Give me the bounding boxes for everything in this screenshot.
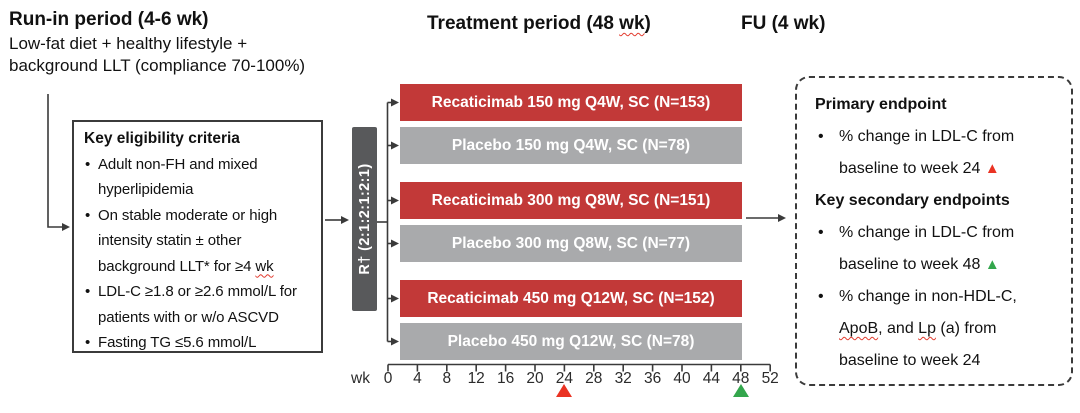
week-tick-label: 12: [467, 370, 485, 387]
spellcheck-squiggle: Lp: [918, 320, 936, 337]
week-tick-label: 40: [673, 370, 691, 387]
week-tick-label: 44: [702, 370, 721, 387]
week-tick-label: 52: [761, 370, 779, 387]
run-in-description-line: Low-fat diet + healthy lifestyle +: [9, 33, 248, 53]
week-unit-label: wk: [351, 370, 370, 387]
treatment-arm-placebo-2: Placebo 150 mg Q4W, SC (N=78): [400, 127, 742, 164]
eligibility-criteria-box: Key eligibility criteria Adult non-FH an…: [72, 120, 323, 356]
endpoint-item: % change in non-HDL-C, ApoB, and Lp (a) …: [815, 281, 1059, 377]
secondary-endpoint-marker: [732, 384, 749, 397]
red-triangle-icon: ▲: [984, 160, 1000, 177]
follow-up-title: FU (4 wk): [741, 13, 826, 34]
primary-endpoint-list: % change in LDL-C from baseline to week …: [815, 121, 1059, 185]
randomization-box: R† (2:1:2:1:2:1): [352, 127, 377, 311]
eligibility-list: Adult non-FH and mixed hyperlipidemiaOn …: [84, 152, 316, 356]
eligibility-item: On stable moderate or high intensity sta…: [84, 203, 316, 280]
eligibility-item: Fasting TG ≤5.6 mmol/L: [84, 330, 316, 356]
green-triangle-icon: ▲: [984, 256, 1000, 273]
run-in-description-line: background LLT (compliance 70-100%): [9, 55, 306, 75]
week-tick-label: 4: [413, 370, 422, 387]
week-tick-label: 8: [442, 370, 452, 387]
run-in-title: Run-in period (4-6 wk): [9, 9, 209, 30]
week-tick-label: 24: [555, 370, 574, 387]
eligibility-item: LDL-C ≥1.8 or ≥2.6 mmol/L for patients w…: [84, 279, 316, 330]
endpoint-item: % change in LDL-C from baseline to week …: [815, 121, 1059, 185]
treatment-arm-placebo-4: Placebo 300 mg Q8W, SC (N=77): [400, 225, 742, 262]
run-in-period-header: Run-in period (4-6 wk) Low-fat diet + he…: [9, 7, 305, 77]
treatment-arm-placebo-6: Placebo 450 mg Q12W, SC (N=78): [400, 323, 742, 360]
secondary-endpoint-list: % change in LDL-C from baseline to week …: [815, 217, 1059, 377]
spellcheck-squiggle: wk: [619, 13, 645, 34]
week-tick-label: 48: [732, 370, 750, 387]
treatment-arm-active-5: Recaticimab 450 mg Q12W, SC (N=152): [400, 280, 742, 317]
eligibility-item: Adult non-FH and mixed hyperlipidemia: [84, 152, 316, 203]
week-tick-label: 16: [496, 370, 515, 387]
spellcheck-squiggle: wk: [255, 257, 274, 275]
spellcheck-squiggle: ApoB: [839, 320, 879, 337]
week-tick-label: 36: [643, 370, 662, 387]
week-tick-label: 20: [526, 370, 544, 387]
week-tick-label: 0: [383, 370, 393, 387]
eligibility-title: Key eligibility criteria: [84, 130, 240, 147]
primary-endpoint-title: Primary endpoint: [815, 96, 947, 113]
treatment-period-title: Treatment period (48 wk): [427, 13, 651, 34]
endpoint-item: % change in LDL-C from baseline to week …: [815, 217, 1059, 281]
primary-endpoint-marker: [556, 384, 573, 397]
run-in-to-eligibility-arrow: [47, 94, 62, 228]
week-tick-label: 32: [614, 370, 632, 387]
endpoints-box: Primary endpoint % change in LDL-C from …: [795, 76, 1073, 386]
treatment-arm-active-1: Recaticimab 150 mg Q4W, SC (N=153): [400, 84, 742, 121]
week-tick-label: 28: [585, 370, 603, 387]
randomization-ratio-label: R† (2:1:2:1:2:1): [356, 163, 373, 275]
treatment-arm-active-3: Recaticimab 300 mg Q8W, SC (N=151): [400, 182, 742, 219]
key-secondary-endpoints-title: Key secondary endpoints: [815, 192, 1010, 209]
